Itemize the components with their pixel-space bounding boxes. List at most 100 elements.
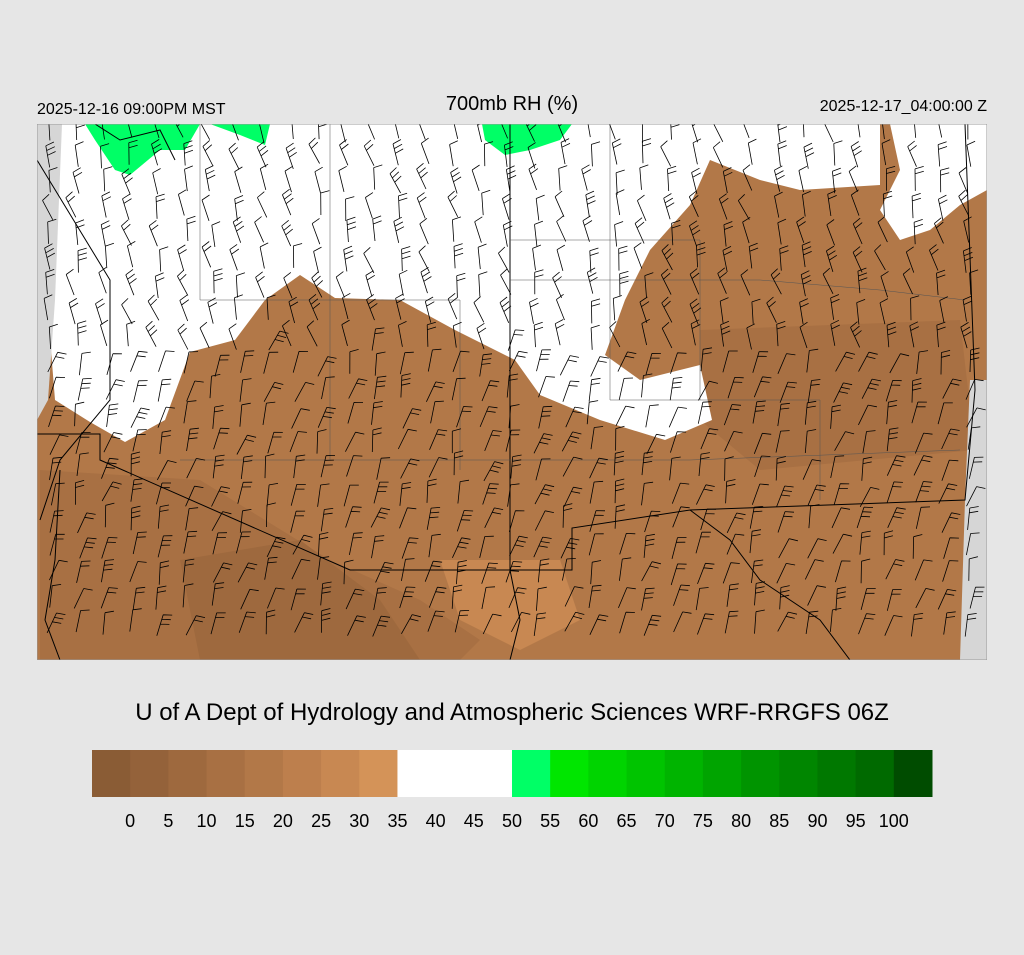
wind-barb bbox=[77, 247, 88, 273]
wind-barb bbox=[154, 272, 165, 299]
wind-barb bbox=[936, 321, 946, 348]
wind-barb bbox=[905, 246, 915, 273]
wind-barb bbox=[692, 138, 702, 165]
wind-barb bbox=[308, 137, 320, 164]
wind-barb bbox=[590, 324, 600, 350]
wind-barb bbox=[130, 350, 148, 372]
colorbar-swatch bbox=[321, 750, 360, 797]
wind-barb bbox=[749, 506, 764, 529]
wind-barb bbox=[804, 400, 817, 425]
wind-barb bbox=[561, 431, 582, 452]
wind-barb bbox=[420, 266, 432, 294]
wind-barb bbox=[48, 405, 65, 428]
wind-barb bbox=[965, 379, 984, 400]
wind-barb bbox=[121, 219, 132, 246]
wind-barb bbox=[341, 319, 350, 347]
wind-barb bbox=[398, 192, 408, 218]
wind-barb bbox=[456, 510, 474, 532]
wind-barb bbox=[615, 169, 625, 195]
wind-barb bbox=[938, 124, 943, 138]
map bbox=[37, 124, 987, 660]
wind-barb bbox=[857, 124, 861, 138]
wind-barb bbox=[552, 271, 562, 298]
wind-barb bbox=[940, 350, 951, 375]
wind-barb bbox=[538, 376, 555, 398]
wind-barb bbox=[183, 530, 198, 554]
wind-barb bbox=[752, 351, 769, 373]
wind-barb bbox=[698, 380, 718, 401]
colorbar-tick-label: 25 bbox=[311, 811, 331, 831]
wind-barb bbox=[861, 378, 881, 399]
wind-barb bbox=[152, 168, 161, 195]
wind-barb bbox=[506, 373, 519, 398]
colorbar-tick-label: 0 bbox=[125, 811, 135, 831]
wind-barb bbox=[479, 406, 498, 428]
wind-barb bbox=[288, 296, 299, 324]
wind-barb bbox=[49, 533, 65, 556]
wind-barb bbox=[911, 378, 922, 403]
wind-barb bbox=[942, 378, 962, 399]
wind-barb bbox=[697, 401, 712, 424]
wind-barb bbox=[450, 167, 462, 194]
wind-barb bbox=[235, 272, 246, 298]
wind-barb bbox=[533, 536, 552, 558]
wind-barb bbox=[619, 533, 636, 555]
wind-barb bbox=[525, 124, 537, 142]
wind-barb bbox=[102, 610, 114, 635]
wind-barb bbox=[589, 510, 606, 532]
wind-barb bbox=[964, 613, 977, 637]
colorbar: 0 5 10 15 20 25 30 35 40 45 50 55 60 65 70 75 80 85 90 95 10… bbox=[92, 750, 933, 831]
wind-barb bbox=[557, 124, 566, 143]
wind-barb bbox=[398, 269, 408, 296]
wind-barb bbox=[183, 400, 197, 424]
wind-barb bbox=[399, 586, 416, 609]
wind-barb bbox=[858, 404, 877, 426]
wind-barb bbox=[886, 481, 903, 503]
wind-barb bbox=[591, 141, 601, 167]
wind-barb bbox=[695, 587, 709, 611]
wind-barb bbox=[42, 194, 54, 220]
wind-barb bbox=[777, 140, 787, 167]
wind-barb bbox=[238, 611, 256, 633]
wind-barb bbox=[722, 350, 738, 373]
wind-barb bbox=[718, 193, 729, 220]
rh-field bbox=[880, 124, 987, 240]
wind-barb bbox=[45, 141, 56, 168]
wind-barb bbox=[373, 587, 387, 611]
wind-barb bbox=[213, 268, 223, 294]
wind-barb bbox=[558, 165, 568, 191]
wind-barb bbox=[751, 559, 764, 584]
wind-barb bbox=[835, 586, 847, 611]
wind-barb bbox=[370, 507, 391, 528]
wind-barb bbox=[499, 296, 512, 323]
wind-barb bbox=[212, 454, 225, 479]
wind-barb bbox=[430, 400, 444, 424]
wind-barb bbox=[214, 354, 230, 377]
wind-barb bbox=[419, 124, 426, 140]
wind-barb bbox=[615, 425, 625, 451]
wind-barb bbox=[563, 486, 583, 508]
wind-barb bbox=[320, 508, 334, 532]
wind-barb bbox=[590, 356, 609, 377]
wind-barb bbox=[266, 502, 276, 528]
colorbar-tick-label: 80 bbox=[731, 811, 751, 831]
map-title: 700mb RH (%) bbox=[446, 93, 578, 115]
wind-barb bbox=[799, 321, 808, 349]
wind-barb bbox=[427, 348, 442, 372]
wind-barb bbox=[639, 164, 649, 190]
wind-barb bbox=[453, 450, 464, 476]
wind-barb bbox=[156, 614, 173, 636]
wind-barb bbox=[690, 319, 701, 346]
wind-barb bbox=[502, 220, 513, 247]
wind-barb bbox=[582, 215, 593, 242]
wind-barb bbox=[691, 124, 699, 143]
wind-barb bbox=[259, 124, 265, 143]
wind-barb bbox=[482, 613, 502, 635]
wind-barb bbox=[805, 610, 819, 634]
wind-barb bbox=[476, 322, 487, 350]
wind-barb bbox=[633, 242, 643, 269]
wind-barb bbox=[345, 196, 355, 222]
wind-barb bbox=[347, 615, 366, 636]
wind-barb bbox=[671, 537, 687, 560]
